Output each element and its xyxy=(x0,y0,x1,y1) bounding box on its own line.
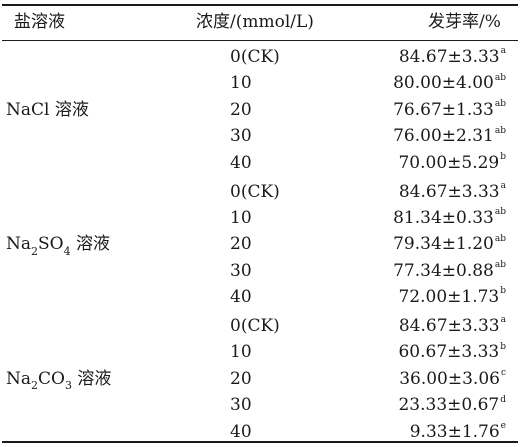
concentration-cell: 30 xyxy=(230,126,252,147)
germination-rate-cell: 36.00±3.06c xyxy=(399,369,506,389)
significance-letter: ab xyxy=(494,233,506,244)
concentration-cell: 30 xyxy=(230,260,252,281)
concentration-cell: 30 xyxy=(230,395,252,416)
rate-value: 84.67±3.33 xyxy=(398,181,500,202)
germination-rate-cell: 81.34±0.33ab xyxy=(393,208,506,228)
chemical-subscript: 4 xyxy=(63,244,71,258)
significance-letter: ab xyxy=(494,260,506,271)
rate-value: 79.34±1.20 xyxy=(393,234,494,255)
salt-name-part: 溶液 xyxy=(70,234,111,255)
rate-value: 84.67±3.33 xyxy=(398,316,500,336)
rate-value: 77.34±0.88 xyxy=(393,260,494,281)
significance-letter: b xyxy=(500,286,506,297)
rate-value: 60.67±3.33 xyxy=(398,342,500,363)
concentration-cell: 40 xyxy=(230,421,252,442)
significance-letter: a xyxy=(500,315,506,326)
germination-rate-cell: 70.00±5.29b xyxy=(398,151,506,173)
concentration-cell: 20 xyxy=(230,99,252,120)
significance-letter: c xyxy=(500,368,506,379)
germination-rate-cell: 80.00±4.00ab xyxy=(393,73,506,93)
significance-letter: a xyxy=(500,46,506,57)
significance-letter: e xyxy=(500,420,506,431)
significance-letter: d xyxy=(500,394,506,405)
rate-value: 84.67±3.33 xyxy=(398,47,500,67)
concentration-cell: 0(CK) xyxy=(230,47,280,67)
concentration-cell: 20 xyxy=(230,234,252,255)
rate-value: 76.00±2.31 xyxy=(393,126,494,147)
salt-name-part: NaCl 溶液 xyxy=(6,99,89,120)
rate-value: 9.33±1.76 xyxy=(409,421,500,442)
table-bottom-rule xyxy=(2,441,518,443)
salt-name-part: 溶液 xyxy=(71,368,112,389)
significance-letter: b xyxy=(500,151,506,162)
rate-value: 72.00±1.73 xyxy=(398,287,500,308)
rate-value: 80.00±4.00 xyxy=(393,73,494,94)
rate-value: 36.00±3.06 xyxy=(399,368,500,389)
germination-rate-cell: 79.34±1.20ab xyxy=(393,234,506,254)
table-header-rule xyxy=(2,40,518,41)
germination-rate-cell: 84.67±3.33a xyxy=(399,316,506,336)
concentration-cell: 10 xyxy=(230,207,252,228)
significance-letter: ab xyxy=(494,125,506,136)
concentration-cell: 40 xyxy=(230,287,252,308)
table-top-rule xyxy=(2,4,518,6)
concentration-cell: 0(CK) xyxy=(230,181,280,202)
header-germination-rate: 发芽率/% xyxy=(428,12,501,32)
salt-solution-label: Na2SO4 溶液 xyxy=(6,234,111,256)
header-salt-solution: 盐溶液 xyxy=(14,12,65,32)
salt-solution-label: Na2CO3 溶液 xyxy=(6,368,112,393)
chemical-subscript: 3 xyxy=(64,379,72,393)
header-concentration: 浓度/(mmol/L) xyxy=(196,12,314,32)
concentration-cell: 40 xyxy=(230,152,252,173)
chemical-subscript: 2 xyxy=(31,244,39,258)
salt-name-part: CO xyxy=(38,368,65,389)
salt-solution-label: NaCl 溶液 xyxy=(6,100,89,120)
germination-rate-cell: 60.67±3.33b xyxy=(398,342,506,362)
salt-name-part: Na xyxy=(6,368,32,389)
germination-rate-cell: 84.67±3.33a xyxy=(398,180,506,202)
chemical-subscript: 2 xyxy=(31,379,39,393)
concentration-cell: 10 xyxy=(230,342,252,363)
rate-value: 81.34±0.33 xyxy=(393,207,494,228)
germination-rate-cell: 9.33±1.76e xyxy=(409,420,506,442)
germination-rate-cell: 72.00±1.73b xyxy=(398,287,506,307)
concentration-cell: 0(CK) xyxy=(230,316,280,336)
germination-rate-cell: 76.67±1.33ab xyxy=(393,100,506,120)
significance-letter: b xyxy=(500,341,506,352)
germination-rate-cell: 23.33±0.67d xyxy=(398,395,506,415)
rate-value: 76.67±1.33 xyxy=(393,99,494,120)
salt-name-part: Na xyxy=(6,234,32,255)
rate-value: 23.33±0.67 xyxy=(398,395,500,416)
significance-letter: ab xyxy=(494,99,506,110)
concentration-cell: 10 xyxy=(230,73,252,94)
rate-value: 70.00±5.29 xyxy=(398,152,500,173)
concentration-cell: 20 xyxy=(230,368,252,389)
germination-rate-cell: 76.00±2.31ab xyxy=(393,126,506,146)
significance-letter: ab xyxy=(494,207,506,218)
salt-name-part: SO xyxy=(38,234,64,255)
significance-letter: a xyxy=(500,180,506,191)
germination-rate-cell: 77.34±0.88ab xyxy=(393,261,506,281)
germination-rate-cell: 84.67±3.33a xyxy=(399,47,506,67)
significance-letter: ab xyxy=(494,72,506,83)
